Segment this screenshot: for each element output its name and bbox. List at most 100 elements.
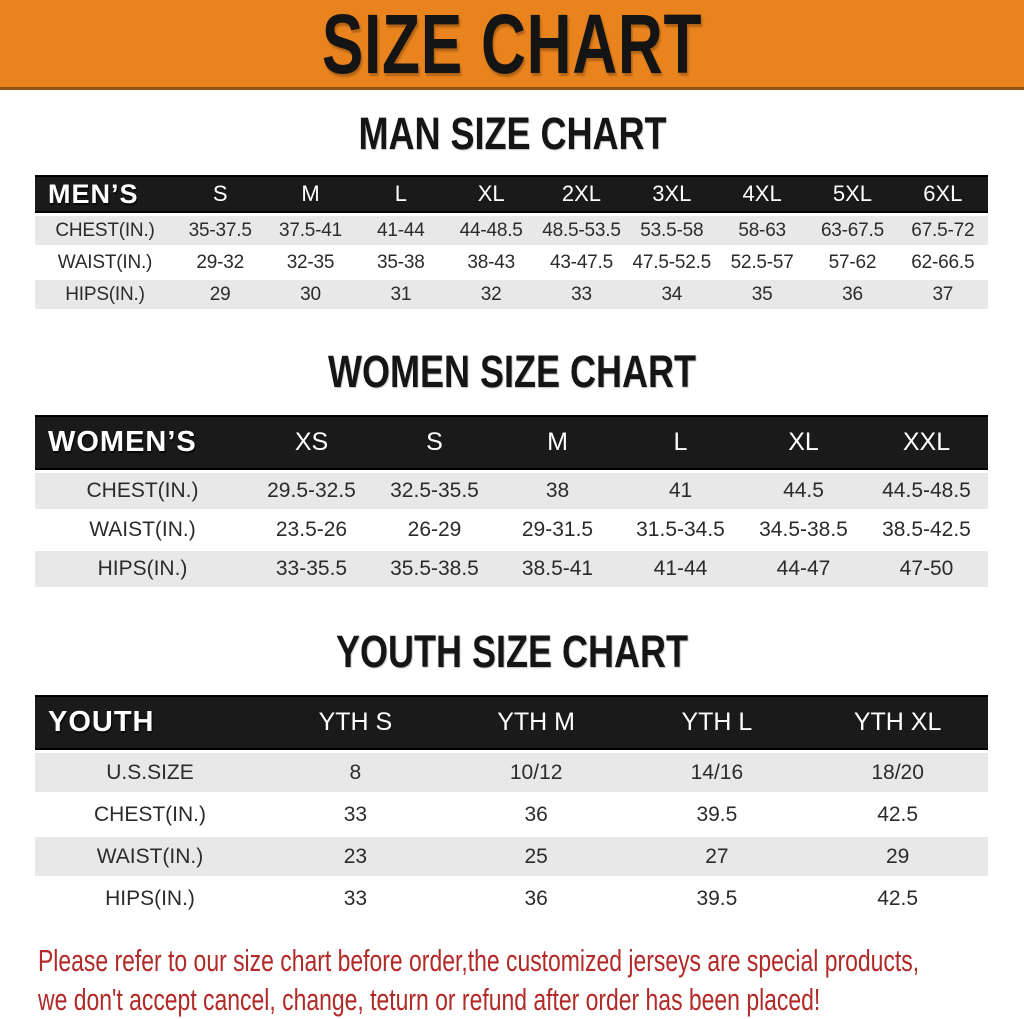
youth-size-table: YOUTH YTH S YTH M YTH L YTH XL U.S.SIZE … [35, 692, 988, 921]
size-cell: 29-32 [175, 248, 266, 277]
size-cell: 39.5 [626, 879, 808, 918]
size-cell: 35 [716, 280, 808, 309]
youth-table-corner-label: YOUTH [35, 695, 265, 750]
size-cell: 31 [355, 280, 446, 309]
size-cell: 23 [265, 837, 446, 876]
size-cell: 36 [807, 280, 898, 309]
size-cell: 44-47 [742, 551, 865, 587]
size-column-header: XXL [865, 415, 988, 470]
size-cell: 32.5-35.5 [373, 473, 496, 509]
size-column-header: M [265, 175, 356, 213]
size-cell: 41-44 [619, 551, 742, 587]
size-column-header: 3XL [626, 175, 717, 213]
size-cell: 29.5-32.5 [250, 473, 373, 509]
size-cell: 43-47.5 [536, 248, 627, 277]
size-cell: 44.5-48.5 [865, 473, 988, 509]
table-row: CHEST(IN.) 35-37.5 37.5-41 41-44 44-48.5… [35, 216, 988, 245]
size-cell: 26-29 [373, 512, 496, 548]
size-cell: 36 [445, 879, 627, 918]
footer-line-2: we don't accept cancel, change, teturn o… [38, 982, 821, 1017]
size-column-header: 2XL [536, 175, 627, 213]
table-row: WAIST(IN.) 23.5-26 26-29 29-31.5 31.5-34… [35, 512, 988, 548]
size-cell: 29-31.5 [496, 512, 619, 548]
row-label: WAIST(IN.) [35, 512, 250, 548]
size-cell: 18/20 [807, 753, 988, 792]
size-cell: 42.5 [807, 879, 988, 918]
row-label: WAIST(IN.) [35, 248, 175, 277]
table-row: HIPS(IN.) 33 36 39.5 42.5 [35, 879, 988, 918]
womens-section-heading: WOMEN SIZE CHART [0, 346, 1024, 398]
table-row: HIPS(IN.) 29 30 31 32 33 34 35 36 37 [35, 280, 988, 309]
size-column-header: XS [250, 415, 373, 470]
row-label: CHEST(IN.) [35, 795, 265, 834]
table-row: HIPS(IN.) 33-35.5 35.5-38.5 38.5-41 41-4… [35, 551, 988, 587]
size-column-header: YTH S [265, 695, 446, 750]
youth-section-heading: YOUTH SIZE CHART [0, 626, 1024, 678]
size-column-header: 6XL [897, 175, 988, 213]
mens-section-heading: MAN SIZE CHART [0, 108, 1024, 160]
size-cell: 35-38 [355, 248, 446, 277]
mens-table-corner-label: MEN’S [35, 175, 175, 213]
mens-size-table: MEN’S S M L XL 2XL 3XL 4XL 5XL 6XL CHEST… [35, 172, 988, 312]
size-cell: 30 [265, 280, 356, 309]
size-cell: 8 [265, 753, 446, 792]
row-label: HIPS(IN.) [35, 551, 250, 587]
row-label: HIPS(IN.) [35, 280, 175, 309]
size-cell: 29 [807, 837, 988, 876]
size-cell: 23.5-26 [250, 512, 373, 548]
womens-heading-text: WOMEN SIZE CHART [327, 346, 696, 397]
mens-header-row: MEN’S S M L XL 2XL 3XL 4XL 5XL 6XL [35, 175, 988, 213]
mens-heading-text: MAN SIZE CHART [357, 108, 666, 159]
size-column-header: M [496, 415, 619, 470]
size-cell: 33-35.5 [250, 551, 373, 587]
size-cell: 33 [536, 280, 627, 309]
size-cell: 41-44 [355, 216, 446, 245]
womens-table-corner-label: WOMEN’S [35, 415, 250, 470]
size-column-header: 5XL [807, 175, 898, 213]
size-cell: 36 [445, 795, 627, 834]
page-title: SIZE CHART [321, 0, 703, 90]
size-column-header: YTH L [626, 695, 808, 750]
size-cell: 38-43 [445, 248, 537, 277]
size-cell: 32 [445, 280, 537, 309]
size-cell: 29 [175, 280, 266, 309]
size-cell: 63-67.5 [807, 216, 898, 245]
size-cell: 31.5-34.5 [619, 512, 742, 548]
size-cell: 37 [897, 280, 988, 309]
size-cell: 52.5-57 [716, 248, 808, 277]
row-label: CHEST(IN.) [35, 473, 250, 509]
size-cell: 67.5-72 [897, 216, 988, 245]
table-row: CHEST(IN.) 33 36 39.5 42.5 [35, 795, 988, 834]
size-cell: 25 [445, 837, 627, 876]
size-cell: 62-66.5 [897, 248, 988, 277]
size-cell: 44.5 [742, 473, 865, 509]
size-cell: 41 [619, 473, 742, 509]
womens-size-table: WOMEN’S XS S M L XL XXL CHEST(IN.) 29.5-… [35, 412, 988, 590]
table-row: WAIST(IN.) 23 25 27 29 [35, 837, 988, 876]
row-label: U.S.SIZE [35, 753, 265, 792]
youth-header-row: YOUTH YTH S YTH M YTH L YTH XL [35, 695, 988, 750]
size-cell: 38 [496, 473, 619, 509]
size-column-header: L [355, 175, 446, 213]
banner: SIZE CHART [0, 0, 1024, 90]
size-column-header: YTH XL [807, 695, 988, 750]
size-column-header: XL [742, 415, 865, 470]
table-row: WAIST(IN.) 29-32 32-35 35-38 38-43 43-47… [35, 248, 988, 277]
size-cell: 38.5-41 [496, 551, 619, 587]
size-cell: 47-50 [865, 551, 988, 587]
size-cell: 33 [265, 879, 446, 918]
size-cell: 35-37.5 [175, 216, 266, 245]
table-row: CHEST(IN.) 29.5-32.5 32.5-35.5 38 41 44.… [35, 473, 988, 509]
size-cell: 35.5-38.5 [373, 551, 496, 587]
footer-note: Please refer to our size chart before or… [38, 941, 1024, 1019]
row-label: CHEST(IN.) [35, 216, 175, 245]
size-cell: 10/12 [445, 753, 627, 792]
size-cell: 38.5-42.5 [865, 512, 988, 548]
size-cell: 39.5 [626, 795, 808, 834]
row-label: WAIST(IN.) [35, 837, 265, 876]
footer-line-1: Please refer to our size chart before or… [38, 943, 920, 978]
youth-heading-text: YOUTH SIZE CHART [335, 626, 688, 677]
size-cell: 42.5 [807, 795, 988, 834]
size-cell: 44-48.5 [445, 216, 537, 245]
